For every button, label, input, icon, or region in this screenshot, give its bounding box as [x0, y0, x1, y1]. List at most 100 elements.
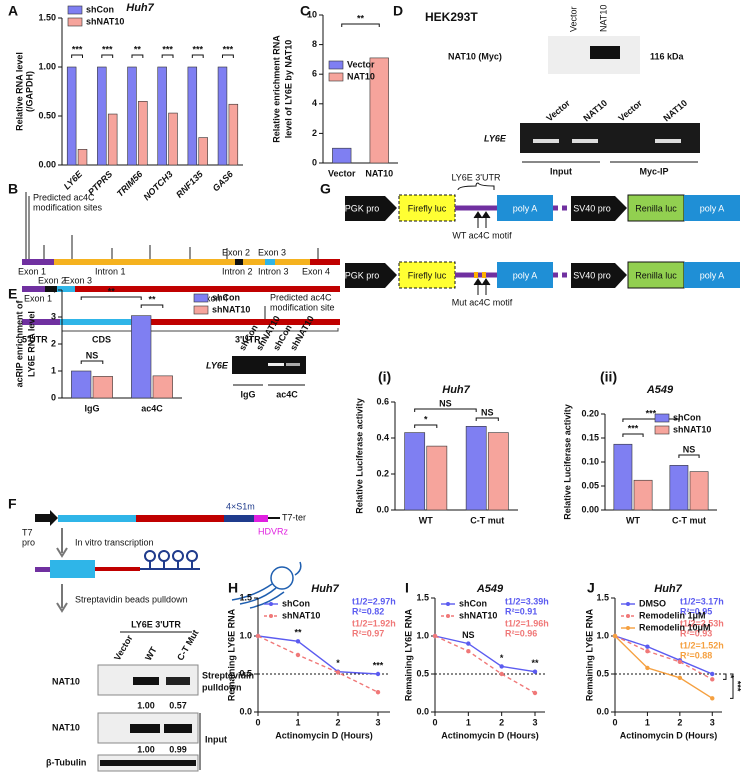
significance-bracket: [161, 54, 174, 58]
line: [614, 635, 713, 680]
x-tick-label: NOTCH3: [141, 169, 174, 202]
point: [255, 633, 261, 639]
bar: [138, 101, 148, 166]
fit-statistic: R²=0.91: [505, 606, 537, 616]
reporter-constructs: [345, 182, 740, 295]
y-tick-label: 6: [312, 69, 317, 79]
bar: [465, 425, 487, 511]
significance-bracket: [622, 433, 644, 437]
lane-label: Vector: [568, 6, 578, 32]
panel-label: A: [8, 3, 18, 19]
point: [710, 696, 715, 701]
legend-swatch: [328, 72, 344, 82]
annotation: Predicted ac4C: [270, 292, 332, 302]
annotation: Mut ac4C motif: [452, 297, 513, 307]
y-tick-label: 0.50: [38, 110, 56, 120]
chart: 0 2 4 6 8 10 Relative enrichment RNA level of L…: [271, 9, 398, 178]
point: [710, 677, 715, 682]
significance-bracket: [80, 296, 142, 300]
legend-label: shNAT10: [86, 16, 124, 26]
bar: [633, 479, 653, 511]
annotation: modification sites: [33, 202, 103, 212]
panel-label: E: [8, 286, 17, 302]
annotation: WT ac4C motif: [452, 230, 512, 240]
annotation: modification site: [270, 302, 335, 312]
y-axis-label: Remaining LY6E RNA: [403, 608, 413, 701]
y-tick-label: 0.00: [581, 504, 599, 514]
legend-label: Remodelin 1μM: [639, 610, 706, 620]
chart: 0.00 0.50 1.00 1.50 Relative RNA level (/GAPD…: [14, 2, 243, 202]
x-tick-label: 3: [375, 717, 380, 727]
bar: [77, 149, 88, 166]
y-tick-label: 0.00: [38, 159, 56, 169]
y-tick-label: 0.5: [239, 668, 252, 678]
point: [295, 652, 301, 658]
fit-statistic: R²=0.97: [352, 628, 384, 638]
chart: 0.00 0.05 0.10 0.15 0.20 Relative Luciferase …: [562, 384, 717, 525]
chart-title: Huh7: [442, 384, 470, 396]
significance-label: **: [148, 294, 156, 304]
y-axis-label: Remaining LY6E RNA: [226, 608, 236, 701]
y-tick-label: 1.5: [239, 592, 252, 602]
chart-title: Huh7: [311, 583, 339, 595]
y-tick-label: 4: [312, 98, 317, 108]
significance-label: ***: [373, 660, 384, 670]
legend-swatch: [193, 293, 209, 303]
significance-bracket: [414, 408, 477, 412]
legend-label: shNAT10: [459, 610, 497, 620]
x-tick-label: 3: [532, 717, 537, 727]
intron-label: Intron 3: [258, 266, 289, 276]
exon-label: Exon 3: [258, 247, 286, 257]
y-tick-label: 4: [51, 284, 56, 294]
gene-label: LY6E: [484, 133, 507, 143]
bar: [332, 147, 352, 164]
bar: [404, 432, 426, 511]
significance-bracket: [622, 418, 680, 422]
significance-label: NS: [462, 630, 475, 640]
bar: [487, 432, 509, 511]
x-axis-label: Actinomycin D (Hours): [620, 730, 718, 740]
intron-label: Intron 2: [222, 266, 253, 276]
y-tick-label: 1.00: [38, 61, 56, 71]
x-tick-label: Vector: [328, 168, 356, 178]
significance-label: **: [294, 628, 302, 638]
legend-swatch: [193, 305, 209, 315]
x-tick-label: 1: [645, 717, 650, 727]
quantification: 0.99: [169, 744, 187, 754]
bar: [97, 66, 107, 166]
x-tick-label: NAT10: [365, 168, 393, 178]
x-tick-label: C-T mut: [470, 515, 504, 525]
x-tick-label: 1: [295, 717, 300, 727]
fit-statistic: R²=0.82: [352, 606, 384, 616]
y-axis-label: acRIP enrichment of: [14, 300, 24, 388]
significance-bracket: [140, 304, 164, 308]
y-tick-label: 1.50: [38, 12, 56, 22]
group-label: IgG: [241, 389, 256, 399]
legend-swatch: [67, 5, 83, 15]
significance-label: NS: [439, 398, 452, 408]
significance-bracket: [191, 54, 204, 58]
annotation: pro: [22, 537, 35, 547]
y-tick-label: 8: [312, 39, 317, 49]
element-label: Renilla luc: [635, 203, 677, 213]
x-tick-label: GAS6: [211, 168, 236, 193]
y-tick-label: 1.5: [596, 592, 609, 602]
x-tick-label: TRIM56: [115, 168, 145, 198]
point: [335, 670, 341, 675]
y-axis-label: Relative enrichment RNA: [271, 35, 281, 143]
significance-label: ***: [733, 681, 743, 692]
significance-label: **: [357, 13, 365, 23]
exon-label: Exon 2: [38, 275, 66, 285]
annotation: 4×S1m: [226, 501, 255, 511]
element-label: Firefly luc: [408, 203, 447, 213]
protein-label: NAT10: [52, 722, 80, 732]
y-tick-label: 1.0: [596, 630, 609, 640]
y-tick-label: 10: [307, 9, 317, 19]
element-label: poly A: [513, 270, 538, 280]
significance-label: ***: [162, 44, 173, 54]
element-label: SV40 pro: [573, 203, 611, 213]
legend-marker: [446, 602, 450, 606]
x-axis-label: Actinomycin D (Hours): [275, 730, 373, 740]
fit-statistic: t1/2=1.92h: [352, 618, 396, 628]
